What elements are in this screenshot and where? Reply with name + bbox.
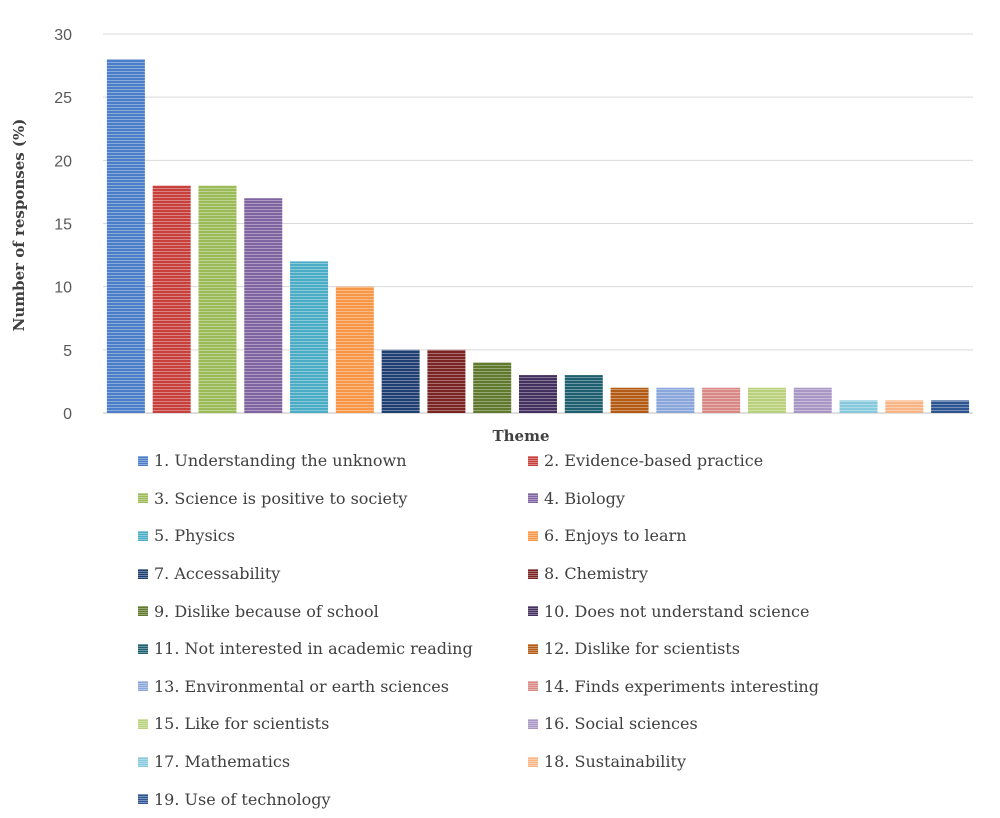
legend-label: 3. Science is positive to society [154, 488, 408, 508]
legend-swatch [138, 756, 148, 767]
legend-swatch [528, 718, 538, 729]
legend-label: 14. Finds experiments interesting [544, 676, 819, 696]
legend-swatch [528, 568, 538, 579]
legend-label: 7. Accessability [154, 564, 281, 584]
legend-item: 13. Environmental or earth sciences [138, 668, 528, 706]
bar [198, 185, 237, 413]
legend-swatch [138, 718, 148, 729]
legend-item: 2. Evidence-based practice [528, 442, 858, 480]
legend-item: 8. Chemistry [528, 555, 858, 593]
legend-item: 10. Does not understand science [528, 592, 858, 630]
legend-item: 4. Biology [528, 480, 858, 518]
legend-item: 12. Dislike for scientists [528, 630, 858, 668]
bar [152, 185, 191, 413]
legend-label: 4. Biology [544, 488, 625, 508]
y-tick-label: 15 [54, 217, 72, 234]
legend-item: 5. Physics [138, 517, 528, 555]
bar [931, 400, 970, 413]
bar [427, 349, 466, 413]
legend-label: 11. Not interested in academic reading [154, 639, 473, 659]
legend-swatch [528, 756, 538, 767]
bar-chart: 0 5 10 15 20 25 30 Number of responses (%) The… [10, 27, 973, 442]
legend-swatch [138, 681, 148, 692]
legend-label: 13. Environmental or earth sciences [154, 676, 449, 696]
y-axis-title: Number of responses (%) [10, 119, 28, 332]
y-tick-label: 25 [54, 90, 72, 107]
bar [885, 400, 924, 413]
bar [747, 387, 786, 413]
legend-swatch [138, 568, 148, 579]
legend-swatch [138, 643, 148, 654]
legend-item: 15. Like for scientists [138, 705, 528, 743]
legend-swatch [528, 493, 538, 504]
legend-swatch [138, 493, 148, 504]
legend-label: 9. Dislike because of school [154, 601, 379, 621]
y-tick-label: 5 [63, 343, 72, 360]
y-tick-label: 30 [54, 27, 72, 44]
legend-item: 11. Not interested in academic reading [138, 630, 528, 668]
legend-item: 16. Social sciences [528, 705, 858, 743]
bar [793, 387, 832, 413]
legend-item: 17. Mathematics [138, 743, 528, 781]
legend-swatch [138, 530, 148, 541]
bar [473, 362, 512, 413]
legend-label: 17. Mathematics [154, 752, 291, 772]
bar [381, 349, 420, 413]
y-tick-label: 20 [54, 153, 72, 170]
bar [610, 387, 649, 413]
legend-label: 1. Understanding the unknown [154, 451, 407, 471]
legend-swatch [138, 606, 148, 617]
y-tick-label: 0 [63, 406, 72, 423]
bar [335, 286, 374, 413]
y-tick-labels: 0 5 10 15 20 25 30 [54, 27, 72, 423]
legend-item: 3. Science is positive to society [138, 480, 528, 518]
legend-item: 14. Finds experiments interesting [528, 668, 858, 706]
legend-label: 15. Like for scientists [154, 714, 330, 734]
legend-label: 6. Enjoys to learn [544, 526, 687, 546]
legend-swatch [528, 606, 538, 617]
legend-label: 16. Social sciences [544, 714, 698, 734]
bar [106, 59, 145, 414]
legend-swatch [528, 455, 538, 466]
legend-item: 18. Sustainability [528, 743, 858, 781]
bars [106, 59, 970, 414]
legend-label: 10. Does not understand science [544, 601, 810, 621]
legend-label: 19. Use of technology [154, 789, 331, 809]
legend-swatch [138, 794, 148, 805]
bar [244, 198, 283, 413]
y-tick-label: 10 [54, 280, 72, 297]
legend-swatch [528, 643, 538, 654]
legend-label: 12. Dislike for scientists [544, 639, 740, 659]
legend-item: 7. Accessability [138, 555, 528, 593]
legend-label: 18. Sustainability [544, 752, 686, 772]
x-axis-title: Theme [492, 427, 549, 442]
bar [656, 387, 695, 413]
legend-swatch [138, 455, 148, 466]
legend-label: 2. Evidence-based practice [544, 451, 764, 471]
bar [290, 261, 329, 413]
legend-item: 19. Use of technology [138, 780, 528, 818]
legend-item: 6. Enjoys to learn [528, 517, 858, 555]
legend: 1. Understanding the unknown 2. Evidence-… [138, 442, 858, 818]
bar [839, 400, 878, 413]
bar [519, 375, 557, 413]
legend-swatch [528, 681, 538, 692]
legend-item: 1. Understanding the unknown [138, 442, 528, 480]
bar [564, 375, 603, 413]
bar [702, 387, 741, 413]
legend-label: 5. Physics [154, 526, 235, 546]
legend-swatch [528, 530, 538, 541]
legend-item: 9. Dislike because of school [138, 592, 528, 630]
legend-label: 8. Chemistry [544, 564, 648, 584]
